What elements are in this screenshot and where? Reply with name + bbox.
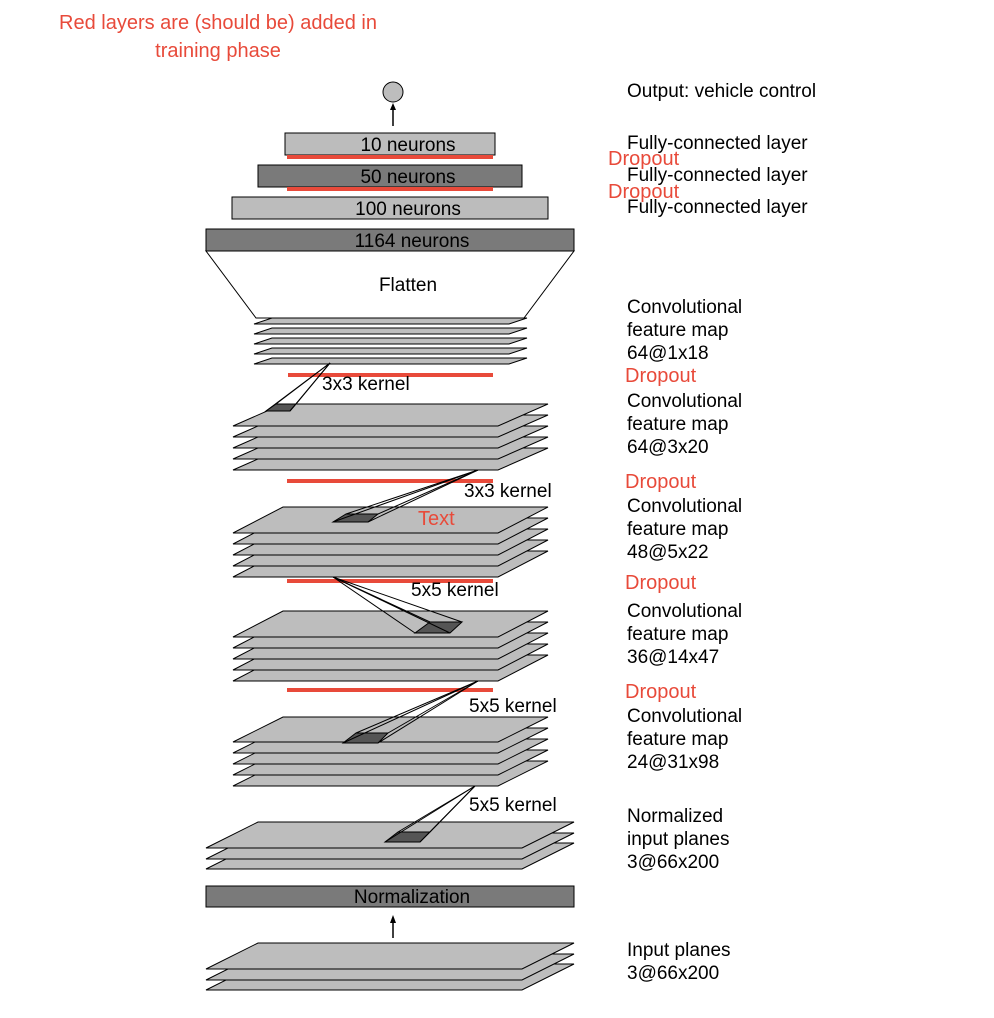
normalized-label-line1: Normalized [627, 806, 723, 827]
kernel-line [295, 362, 331, 405]
kernel-label-1: 3x3 kernel [322, 374, 410, 395]
conv-label-5-line1: Convolutional [627, 706, 742, 727]
kernel-line [387, 680, 479, 734]
conv-label-1-line2: feature map [627, 320, 728, 341]
plate [253, 327, 528, 335]
plate [232, 610, 549, 638]
conv-label-2-line2: feature map [627, 414, 728, 435]
fc-count-1164: 1164 neurons [355, 231, 470, 252]
fc-count-10: 10 neurons [360, 135, 455, 156]
output-arrow-head [390, 103, 396, 110]
conv-label-3-line2: feature map [627, 519, 728, 540]
normalization-box [205, 885, 575, 908]
conv-dropout-label-4: Dropout [625, 681, 697, 703]
kernel-line [377, 469, 479, 515]
conv-dropout-label-2: Dropout [625, 471, 697, 493]
plate [232, 403, 549, 427]
conv-label-3-dims: 48@5x22 [627, 542, 709, 563]
normalized-input-stack [205, 821, 575, 870]
plate [205, 821, 575, 849]
conv-dropout-bar-3 [287, 579, 493, 583]
kernel-line [377, 680, 479, 744]
input-planes-stack [205, 942, 575, 991]
kernel-line [332, 576, 416, 634]
training-note-line2: training phase [155, 40, 281, 62]
plate [232, 716, 549, 743]
fc-label-100: Fully-connected layer [627, 197, 808, 218]
conv-dropout-label-1: Dropout [625, 365, 697, 387]
conv-label-5-line2: feature map [627, 729, 728, 750]
conv-label-1-line1: Convolutional [627, 297, 742, 318]
kernel-line [332, 469, 479, 523]
plate [232, 506, 549, 534]
kernel-line [397, 785, 476, 833]
conv-label-4-line1: Convolutional [627, 601, 742, 622]
normalized-label-line2: input planes [627, 829, 729, 850]
conv-stack-24x31x98 [232, 716, 549, 787]
plate [205, 942, 575, 970]
fc-dropout-bar-2 [287, 187, 493, 191]
plate [253, 347, 528, 355]
conv-dropout-bar-4 [287, 688, 493, 692]
kernel-label-4: 5x5 kernel [469, 696, 557, 717]
kernel-label-2: 3x3 kernel [464, 481, 552, 502]
stray-text-label: Text [418, 508, 455, 530]
conv-label-2-line1: Convolutional [627, 391, 742, 412]
kernel-line [275, 362, 331, 405]
fc-dropout-label-1: Dropout [608, 148, 680, 170]
output-label: Output: vehicle control [627, 81, 816, 102]
conv-dropout-label-3: Dropout [625, 572, 697, 594]
kernel-label-5: 5x5 kernel [469, 795, 557, 816]
kernel-line [332, 576, 463, 623]
kernel-line [332, 576, 431, 623]
fc-label-10: Fully-connected layer [627, 133, 808, 154]
kernel-line [429, 785, 476, 833]
conv-label-2-dims: 64@3x20 [627, 437, 709, 458]
input-label-dims: 3@66x200 [627, 963, 719, 984]
plate [253, 337, 528, 345]
kernel-line [345, 469, 479, 515]
kernel-line [355, 680, 479, 734]
flatten-label: Flatten [379, 275, 437, 296]
fc-dropout-label-2: Dropout [608, 181, 680, 203]
conv-label-4-dims: 36@14x47 [627, 647, 719, 668]
kernel-label-3: 5x5 kernel [411, 580, 499, 601]
fc-count-50: 50 neurons [360, 167, 455, 188]
plate [253, 357, 528, 365]
conv-label-1-dims: 64@1x18 [627, 343, 709, 364]
conv-label-3-line1: Convolutional [627, 496, 742, 517]
conv-dropout-bar-1 [288, 373, 493, 377]
fc-label-50: Fully-connected layer [627, 165, 808, 186]
plate [253, 317, 528, 325]
conv-stack-36x14x47 [232, 610, 549, 682]
kernel-line [342, 680, 479, 744]
conv-stack-48x5x22 [232, 506, 549, 578]
conv-label-4-line2: feature map [627, 624, 728, 645]
fc-count-100: 100 neurons [355, 199, 461, 220]
fc-dropout-bar-1 [287, 155, 493, 159]
conv-stack-64x3x20 [232, 403, 549, 471]
normalized-label-dims: 3@66x200 [627, 852, 719, 873]
conv-label-5-dims: 24@31x98 [627, 752, 719, 773]
conv-dropout-bar-2 [287, 479, 493, 483]
input-arrow-head [390, 915, 396, 923]
training-note-line1: Red layers are (should be) added in [59, 12, 377, 34]
normalization-label: Normalization [354, 887, 470, 908]
input-label-line1: Input planes [627, 940, 731, 961]
output-node [382, 81, 404, 103]
conv-stack-64x1x18 [253, 317, 528, 365]
fc-box-100 [231, 196, 549, 220]
kernel-line [367, 469, 479, 523]
